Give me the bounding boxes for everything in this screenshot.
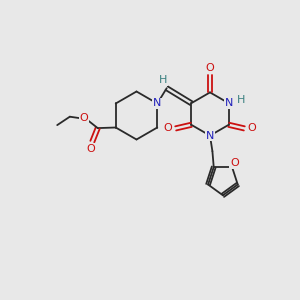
- Text: O: O: [230, 158, 239, 169]
- Text: O: O: [86, 144, 95, 154]
- Text: O: O: [80, 112, 88, 123]
- Text: O: O: [206, 63, 214, 74]
- Text: O: O: [164, 123, 172, 134]
- Text: H: H: [159, 75, 167, 85]
- Text: N: N: [153, 98, 161, 109]
- Text: O: O: [248, 123, 256, 134]
- Text: N: N: [224, 98, 233, 108]
- Text: N: N: [206, 130, 214, 141]
- Text: H: H: [237, 94, 245, 105]
